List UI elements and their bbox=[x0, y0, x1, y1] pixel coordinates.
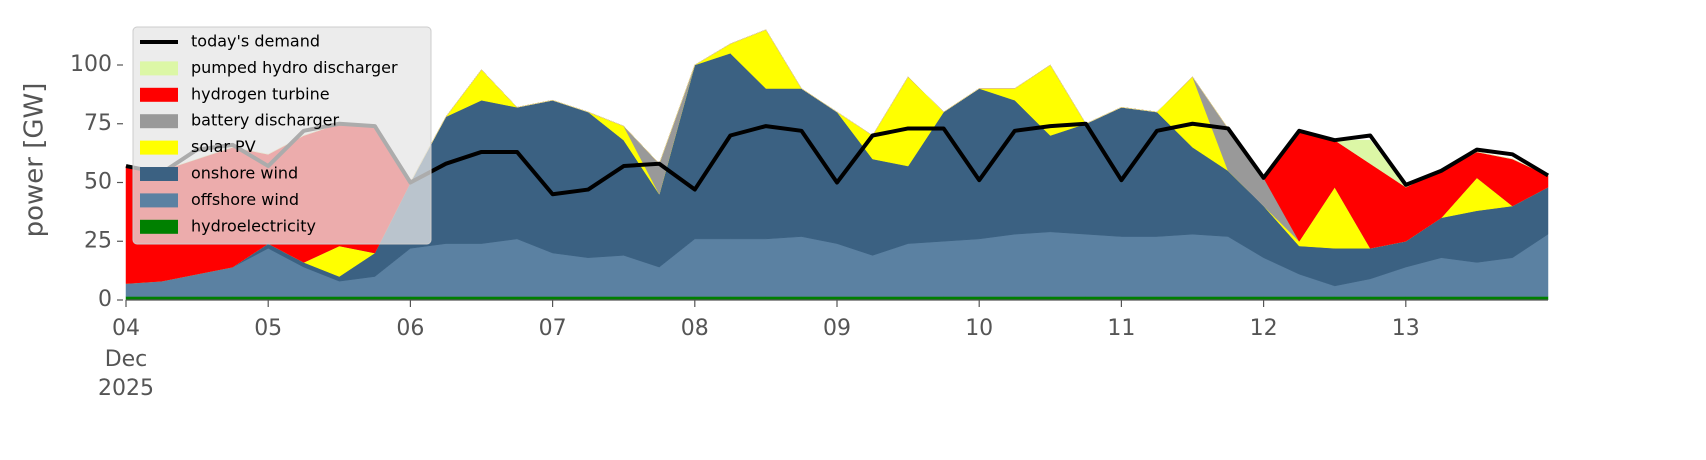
legend-swatch bbox=[140, 193, 178, 208]
legend-swatch bbox=[140, 140, 178, 155]
legend-box bbox=[132, 26, 432, 245]
legend-swatch bbox=[140, 219, 178, 234]
x-year-label: 2025 bbox=[98, 376, 154, 401]
x-tick-label: 07 bbox=[539, 316, 567, 341]
x-month-label: Dec bbox=[105, 347, 148, 372]
legend-label: offshore wind bbox=[191, 190, 299, 209]
y-tick-label: 75 bbox=[84, 111, 112, 136]
legend-label: battery discharger bbox=[191, 111, 339, 130]
y-tick-label: 50 bbox=[84, 170, 112, 195]
y-tick-label: 0 bbox=[98, 287, 112, 312]
legend: today's demand pumped hydro discharger hyd… bbox=[132, 26, 432, 245]
x-tick-label: 06 bbox=[396, 316, 424, 341]
legend-swatch bbox=[140, 114, 178, 129]
x-tick-label: 05 bbox=[254, 316, 282, 341]
legend-label: pumped hydro discharger bbox=[191, 58, 398, 77]
x-tick-label: 04 bbox=[112, 316, 140, 341]
legend-swatch bbox=[140, 61, 178, 76]
x-tick-label: 08 bbox=[681, 316, 709, 341]
legend-label: hydrogen turbine bbox=[191, 84, 330, 103]
x-tick-label: 11 bbox=[1107, 316, 1135, 341]
legend-swatch bbox=[140, 87, 178, 102]
x-tick-label: 12 bbox=[1250, 316, 1278, 341]
y-axis-label: power [GW] bbox=[20, 83, 50, 238]
legend-swatch bbox=[140, 167, 178, 181]
y-tick-label: 25 bbox=[84, 228, 112, 253]
x-tick-label: 09 bbox=[823, 316, 851, 341]
legend-label: hydroelectricity bbox=[191, 216, 316, 235]
x-tick-label: 10 bbox=[965, 316, 993, 341]
x-tick-label: 13 bbox=[1392, 316, 1420, 341]
y-tick-label: 100 bbox=[70, 52, 112, 77]
legend-label: today's demand bbox=[191, 32, 320, 51]
legend-label: onshore wind bbox=[191, 164, 298, 183]
legend-label: solar PV bbox=[191, 137, 256, 156]
